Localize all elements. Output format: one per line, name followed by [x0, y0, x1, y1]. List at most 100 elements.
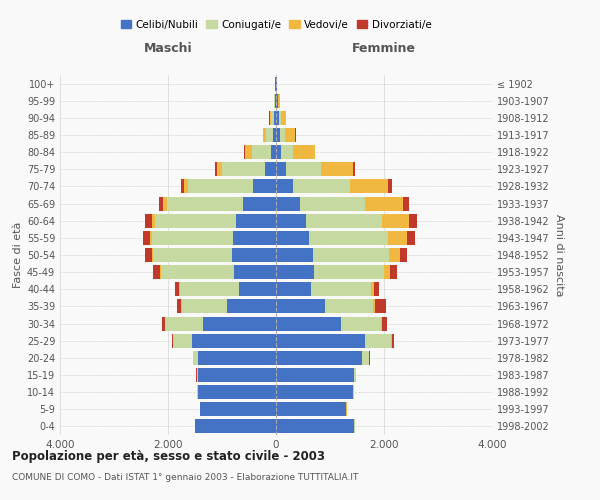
Bar [276, 316, 341, 330]
Bar [276, 351, 362, 365]
Text: Maschi: Maschi [143, 42, 193, 55]
Bar [271, 145, 276, 159]
Bar [400, 248, 407, 262]
Bar [222, 162, 265, 176]
Bar [365, 334, 391, 347]
Bar [232, 248, 276, 262]
Bar [184, 180, 188, 194]
Bar [407, 231, 415, 245]
Bar [350, 180, 388, 194]
Bar [162, 316, 165, 330]
Bar [313, 248, 389, 262]
Bar [369, 351, 370, 365]
Bar [293, 180, 350, 194]
Bar [276, 128, 280, 142]
Bar [389, 248, 400, 262]
Bar [314, 265, 384, 279]
Bar [374, 282, 379, 296]
Bar [278, 94, 280, 108]
Bar [276, 334, 365, 347]
Y-axis label: Anni di nascita: Anni di nascita [554, 214, 563, 296]
Bar [215, 162, 217, 176]
Bar [276, 282, 311, 296]
Text: Popolazione per età, sesso e stato civile - 2003: Popolazione per età, sesso e stato civil… [12, 450, 325, 463]
Bar [341, 316, 382, 330]
Bar [276, 300, 325, 314]
Bar [376, 300, 386, 314]
Bar [152, 214, 155, 228]
Bar [276, 402, 346, 416]
Bar [253, 180, 276, 194]
Text: Femmine: Femmine [352, 42, 416, 55]
Bar [301, 196, 365, 210]
Bar [371, 282, 374, 296]
Bar [382, 214, 409, 228]
Bar [180, 282, 239, 296]
Text: COMUNE DI COMO - Dati ISTAT 1° gennaio 2003 - Elaborazione TUTTITALIA.IT: COMUNE DI COMO - Dati ISTAT 1° gennaio 2… [12, 472, 358, 482]
Bar [227, 300, 276, 314]
Bar [403, 196, 409, 210]
Bar [354, 368, 356, 382]
Bar [353, 162, 355, 176]
Bar [388, 180, 392, 194]
Bar [325, 300, 373, 314]
Bar [193, 334, 276, 347]
Bar [172, 334, 173, 347]
Bar [266, 128, 273, 142]
Bar [198, 351, 276, 365]
Bar [161, 265, 234, 279]
Bar [198, 368, 276, 382]
Bar [409, 214, 418, 228]
Bar [276, 145, 281, 159]
Bar [321, 162, 353, 176]
Bar [177, 300, 181, 314]
Bar [269, 111, 271, 125]
Bar [167, 196, 242, 210]
Bar [155, 214, 235, 228]
Bar [373, 300, 376, 314]
Bar [384, 265, 391, 279]
Bar [234, 265, 276, 279]
Bar [274, 94, 275, 108]
Bar [362, 351, 369, 365]
Bar [152, 231, 233, 245]
Bar [271, 111, 274, 125]
Bar [245, 145, 252, 159]
Bar [263, 128, 266, 142]
Bar [145, 214, 152, 228]
Bar [145, 248, 152, 262]
Bar [391, 265, 397, 279]
Bar [311, 282, 371, 296]
Bar [276, 248, 313, 262]
Bar [217, 162, 222, 176]
Bar [281, 145, 293, 159]
Bar [276, 385, 353, 399]
Bar [233, 231, 276, 245]
Bar [181, 180, 184, 194]
Bar [273, 128, 276, 142]
Bar [276, 94, 278, 108]
Bar [276, 420, 354, 434]
Bar [159, 196, 163, 210]
Bar [276, 111, 279, 125]
Bar [188, 180, 253, 194]
Bar [284, 128, 295, 142]
Bar [274, 111, 276, 125]
Bar [276, 76, 277, 90]
Bar [276, 265, 314, 279]
Bar [173, 334, 193, 347]
Bar [143, 231, 149, 245]
Bar [276, 231, 310, 245]
Bar [235, 214, 276, 228]
Bar [195, 420, 276, 434]
Bar [160, 265, 161, 279]
Bar [166, 316, 203, 330]
Bar [365, 196, 403, 210]
Y-axis label: Fasce di età: Fasce di età [13, 222, 23, 288]
Bar [293, 145, 315, 159]
Bar [276, 214, 306, 228]
Bar [275, 94, 276, 108]
Bar [197, 368, 198, 382]
Bar [252, 145, 271, 159]
Bar [239, 282, 276, 296]
